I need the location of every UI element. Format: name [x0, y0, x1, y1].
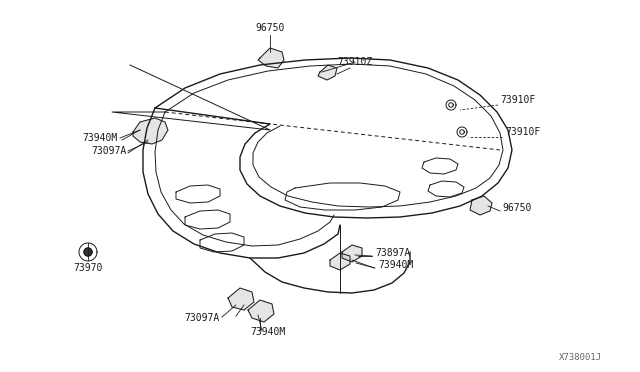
Text: 73097A: 73097A	[185, 313, 220, 323]
Polygon shape	[330, 253, 350, 270]
Text: 73940M: 73940M	[250, 327, 285, 337]
Text: X738001J: X738001J	[559, 353, 602, 362]
Text: 96750: 96750	[502, 203, 531, 213]
Polygon shape	[133, 118, 168, 144]
Text: 73970: 73970	[74, 263, 102, 273]
Polygon shape	[342, 245, 362, 262]
Polygon shape	[470, 196, 492, 215]
Text: 73910Z: 73910Z	[337, 57, 372, 67]
Text: 96750: 96750	[255, 23, 285, 33]
Text: 73097A: 73097A	[92, 146, 127, 156]
Polygon shape	[248, 300, 274, 322]
Polygon shape	[318, 65, 337, 80]
Text: 73897A: 73897A	[375, 248, 410, 258]
Polygon shape	[228, 288, 254, 310]
Text: 73910F: 73910F	[500, 95, 535, 105]
Text: 73910F: 73910F	[505, 127, 540, 137]
Polygon shape	[84, 248, 92, 256]
Text: 73940M: 73940M	[83, 133, 118, 143]
Polygon shape	[258, 48, 284, 68]
Text: 73940M: 73940M	[378, 260, 413, 270]
